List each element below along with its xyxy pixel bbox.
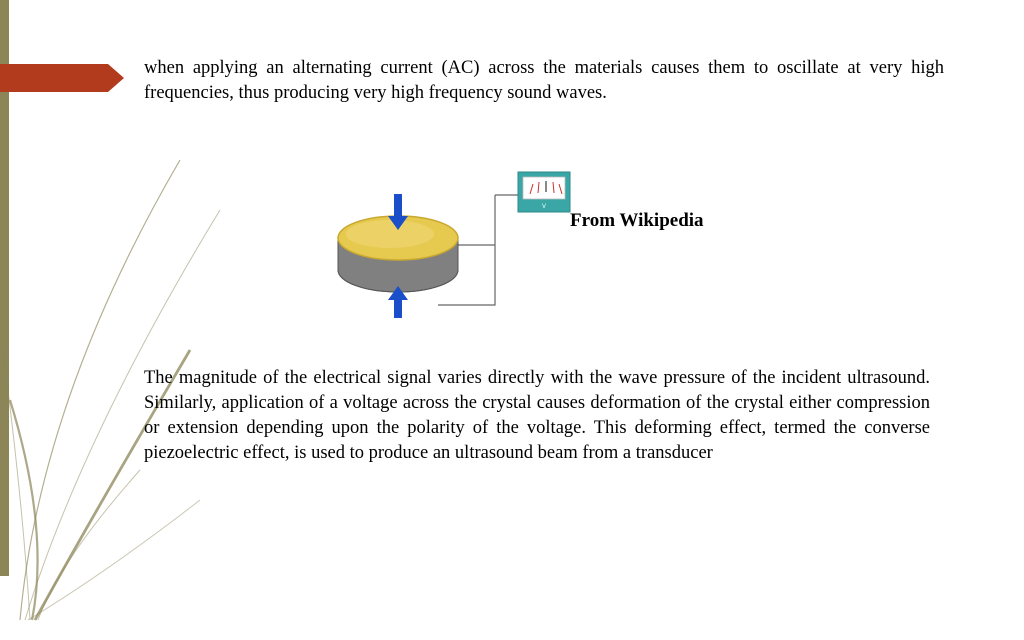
piezoelectric-diagram: V	[320, 160, 740, 320]
top-paragraph: when applying an alternating current (AC…	[144, 56, 944, 106]
diagram-caption: From Wikipedia	[570, 210, 704, 232]
svg-text:V: V	[542, 204, 546, 210]
slide-accent-arrow	[0, 64, 128, 92]
bottom-paragraph: The magnitude of the electrical signal v…	[144, 366, 930, 466]
